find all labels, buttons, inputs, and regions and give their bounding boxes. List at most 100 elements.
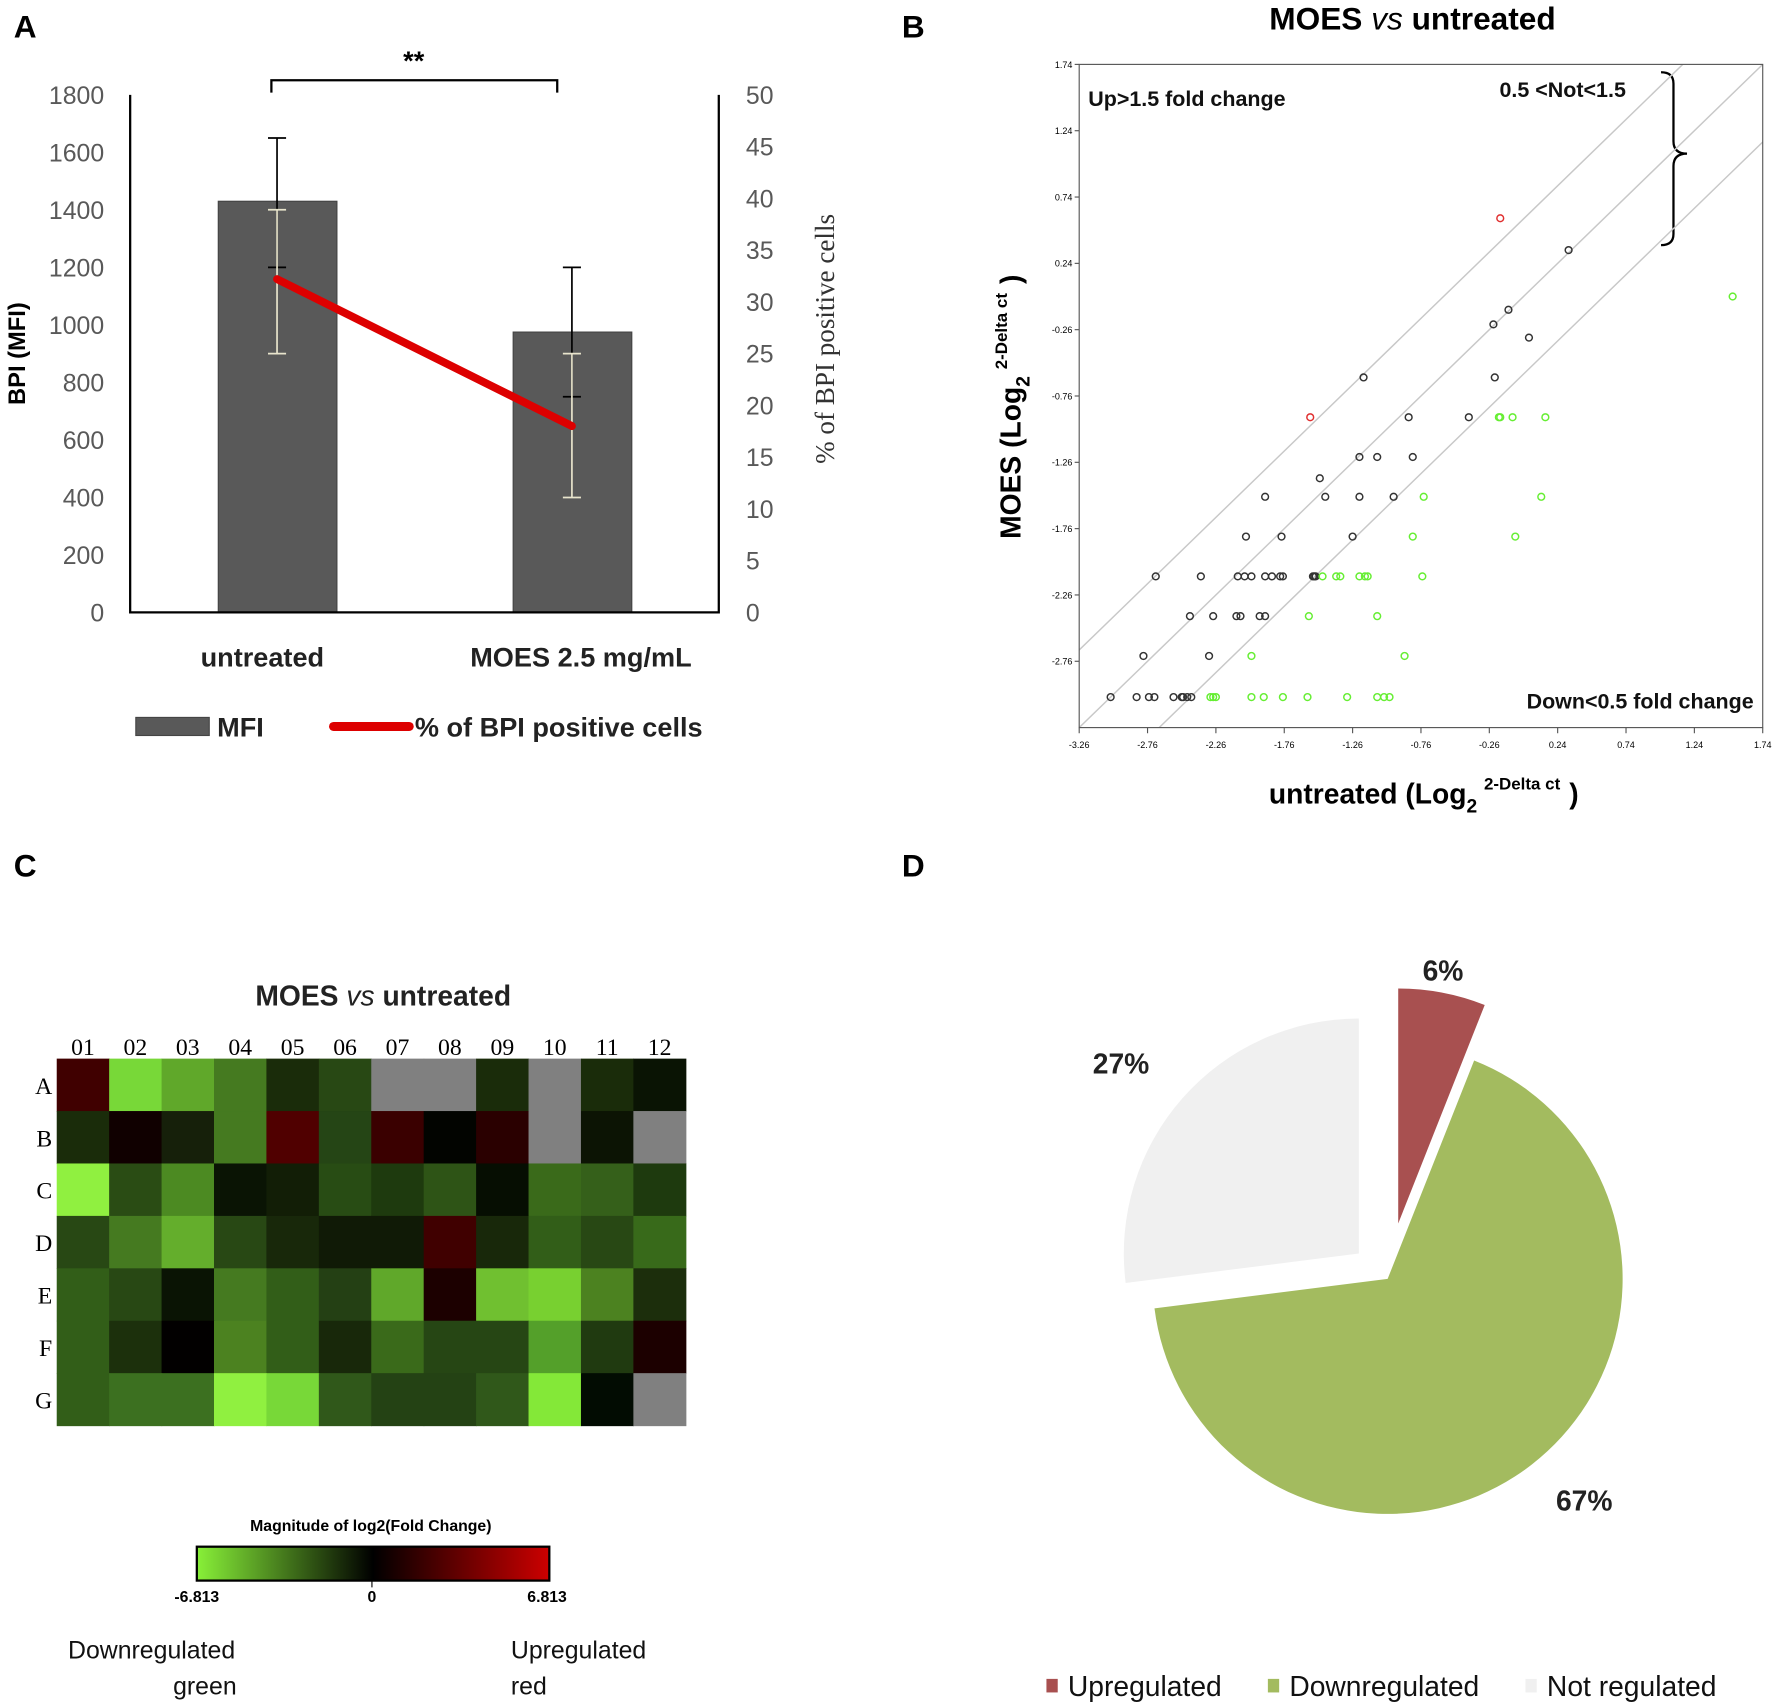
- downregulated-point: [1355, 572, 1364, 581]
- heatmap-cell-C10: [528, 1163, 582, 1217]
- not-regulated-point: [1267, 572, 1277, 581]
- y-tick-label: -1.26: [1052, 458, 1073, 468]
- not-regulated-point: [1183, 692, 1192, 702]
- downregulated-point: [1247, 651, 1256, 661]
- column-label: 02: [124, 1035, 148, 1061]
- downregulated-point: [1363, 572, 1372, 581]
- downregulated-point: [1278, 692, 1288, 702]
- downregulated-point: [1400, 651, 1409, 661]
- not-regulated-point: [1389, 492, 1398, 501]
- axes: [129, 94, 720, 614]
- column-label: 04: [228, 1035, 252, 1061]
- heatmap-cell-D10: [528, 1215, 582, 1269]
- heatmap-cell-D04: [213, 1215, 267, 1269]
- heatmap-cell-G06: [318, 1373, 372, 1427]
- y-tick-label: 1800: [49, 83, 104, 110]
- x-tick-label: -1.26: [1342, 740, 1363, 750]
- legend-downregulated: Downregulated: [68, 1638, 235, 1665]
- not-regulated-point: [1178, 692, 1188, 702]
- not-regulated-point: [1236, 612, 1245, 621]
- row-label: F: [39, 1336, 52, 1362]
- heatmap-cell-F01: [56, 1320, 110, 1374]
- x-tick-label: -0.26: [1479, 740, 1500, 750]
- heatmap-cell-A11: [580, 1058, 634, 1112]
- legend-label-mfi: MFI: [217, 712, 264, 743]
- y2-tick-label: 30: [746, 290, 774, 317]
- heatmap-cell-B08: [423, 1111, 477, 1165]
- not-regulated-point: [1185, 612, 1195, 621]
- annotation-up: Up>1.5 fold change: [1088, 87, 1285, 111]
- heatmap-cell-G05: [266, 1373, 320, 1427]
- scatter-plot: MOES vs untreated untreated (Log22-Delta…: [992, 0, 1772, 817]
- column-label: 09: [490, 1035, 514, 1061]
- colorbar-title: Magnitude of log2(Fold Change): [250, 1518, 491, 1535]
- heatmap-cell-D12: [633, 1215, 687, 1269]
- heatmap-cell-F11: [580, 1320, 634, 1374]
- not-regulated-point: [1247, 572, 1256, 581]
- heatmap-cell-D05: [266, 1215, 320, 1269]
- colorbar-min-label: -6.813: [174, 1589, 219, 1606]
- not-regulated-point: [1241, 532, 1251, 541]
- y-tick-label: -1.76: [1052, 524, 1073, 534]
- heatmap: MOES vs untreated Magnitude of log2(Fold…: [35, 980, 687, 1701]
- not-regulated-point: [1209, 612, 1218, 621]
- downregulated-point: [1206, 692, 1215, 702]
- heatmap-cell-E12: [633, 1268, 687, 1322]
- y2-tick-label: 10: [746, 497, 774, 524]
- heatmap-cell-F05: [266, 1320, 320, 1374]
- y2-tick-label: 45: [746, 135, 774, 162]
- heatmap-cell-B10: [528, 1111, 582, 1165]
- colorbar-max-label: 6.813: [527, 1589, 567, 1606]
- heatmap-cell-B05: [266, 1111, 320, 1165]
- downregulated-point: [1259, 692, 1268, 702]
- not-regulated-point: [1348, 532, 1357, 541]
- not-regulated-point: [1132, 692, 1141, 702]
- significance-bracket: [270, 79, 559, 93]
- legend-green: green: [173, 1674, 237, 1701]
- y-tick-label: 600: [63, 428, 104, 455]
- not-regulated-point: [1359, 373, 1368, 382]
- heatmap-cell-C06: [318, 1163, 372, 1217]
- downregulated-point: [1211, 692, 1221, 702]
- downregulated-point: [1419, 492, 1428, 501]
- scatter-title: MOES vs untreated: [1269, 0, 1555, 36]
- y2-axis-label: % of BPI positive cells: [810, 214, 840, 464]
- y-tick-label: 200: [63, 543, 104, 570]
- heatmap-cell-C01: [56, 1163, 110, 1217]
- heatmap-cell-A03: [161, 1058, 215, 1112]
- heatmap-cell-B12: [633, 1111, 687, 1165]
- y-tick-label: -0.76: [1052, 391, 1073, 401]
- heatmap-cell-C08: [423, 1163, 477, 1217]
- heatmap-cell-F07: [371, 1320, 425, 1374]
- heatmap-cell-D06: [318, 1215, 372, 1269]
- y-tick-label: 1600: [49, 140, 104, 167]
- x-tick-label: -0.76: [1411, 740, 1432, 750]
- heatmap-cell-C05: [266, 1163, 320, 1217]
- brace-not-regulated: [1660, 71, 1688, 247]
- heatmap-cell-B01: [56, 1111, 110, 1165]
- column-label: 10: [543, 1035, 567, 1061]
- heatmap-cell-F08: [423, 1320, 477, 1374]
- heatmap-cell-G04: [213, 1373, 267, 1427]
- column-label: 11: [596, 1035, 619, 1061]
- y-tick-label: -2.76: [1052, 657, 1073, 667]
- downregulated-point: [1385, 692, 1394, 702]
- y2-tick-label: 15: [746, 445, 774, 472]
- not-regulated-point: [1490, 373, 1499, 382]
- heatmap-cell-E07: [371, 1268, 425, 1322]
- heatmap-cell-G07: [371, 1373, 425, 1427]
- x-tick-label: -2.76: [1137, 740, 1158, 750]
- pie-chart: 6% 67% 27% Upregulated Downregulated Not regu…: [1046, 955, 1716, 1702]
- heatmap-cell-G12: [633, 1373, 687, 1427]
- legend-label: Not regulated: [1547, 1670, 1717, 1702]
- fold-change-line: [1079, 64, 1763, 728]
- legend-red: red: [511, 1674, 547, 1701]
- pie-slice-upregulated: [1398, 988, 1485, 1224]
- heatmap-cell-A12: [633, 1058, 687, 1112]
- not-regulated-point: [1404, 413, 1413, 422]
- heatmap-cell-D03: [161, 1215, 215, 1269]
- not-regulated-point: [1106, 692, 1115, 702]
- annotation-not: 0.5 <Not<1.5: [1499, 78, 1625, 102]
- colorbar-mid-label: 0: [368, 1589, 377, 1606]
- not-regulated-point: [1321, 492, 1330, 501]
